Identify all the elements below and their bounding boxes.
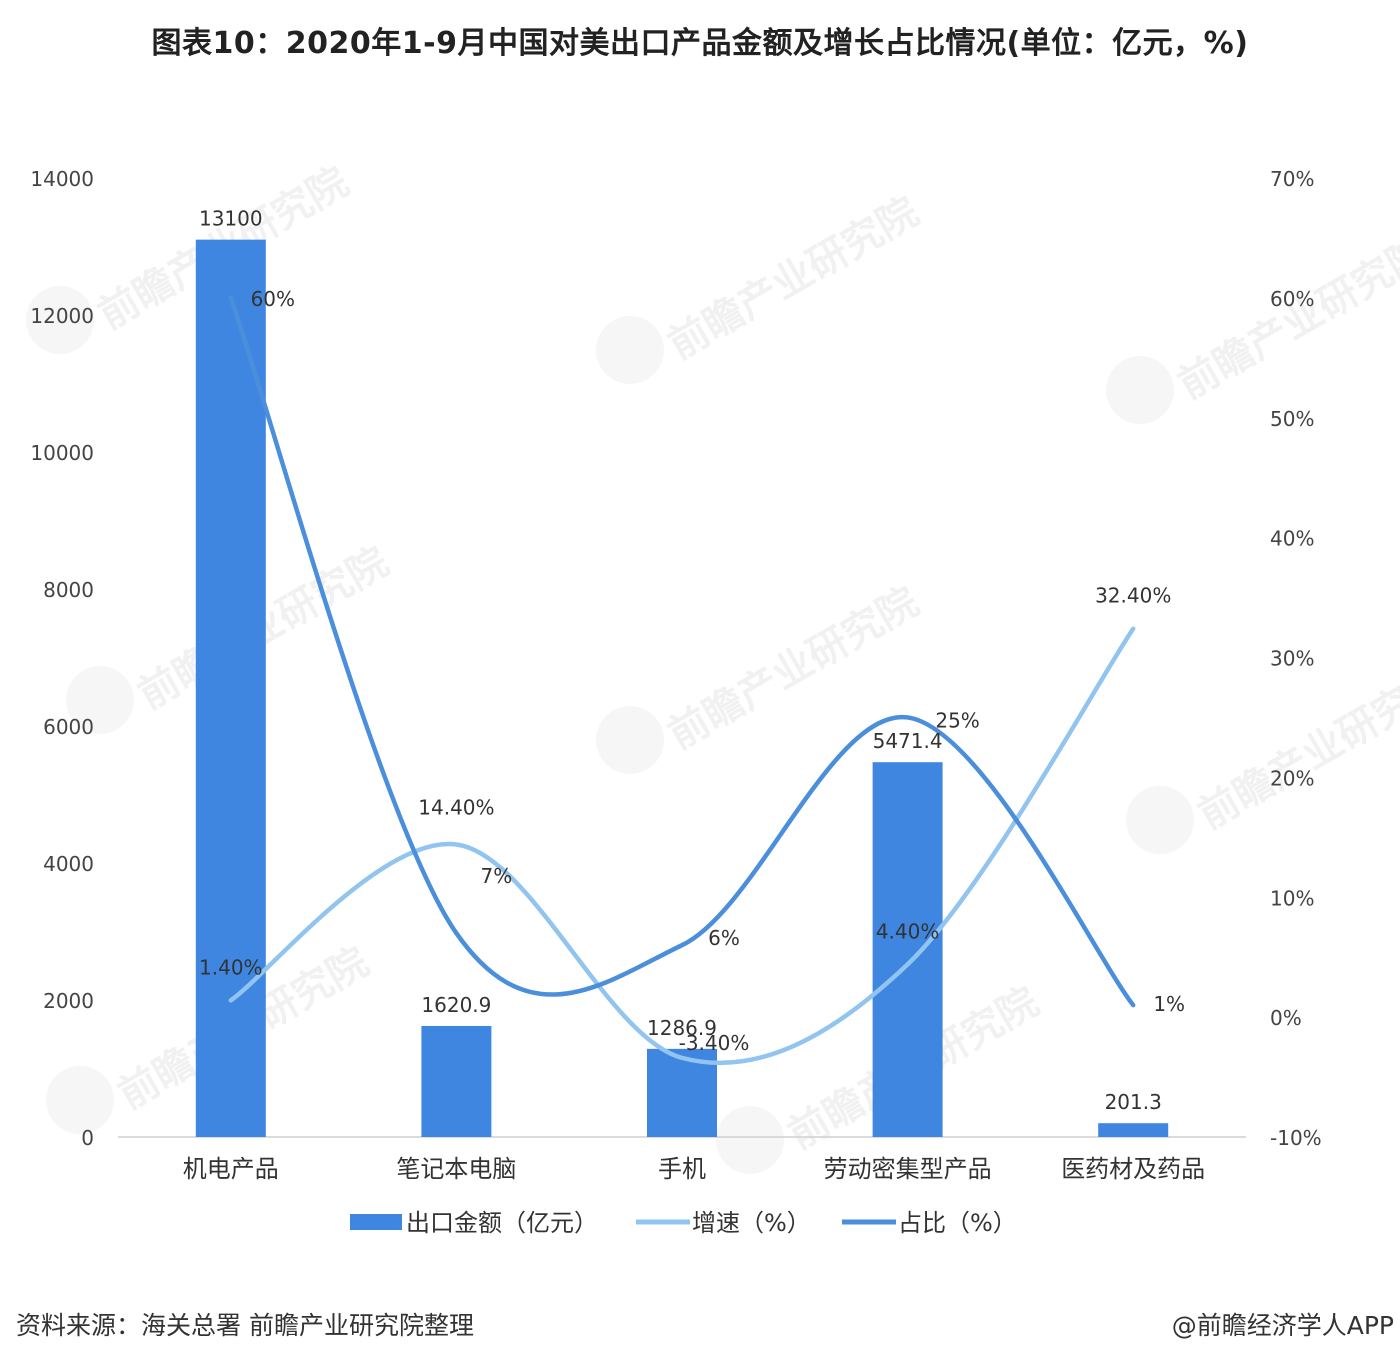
watermark-text: 前瞻产业研究院 bbox=[1191, 659, 1400, 839]
left-axis-tick-label: 12000 bbox=[30, 304, 94, 328]
line-value-label: 1% bbox=[1153, 992, 1185, 1016]
chart-title: 图表10：2020年1-9月中国对美出口产品金额及增长占比情况(单位：亿元，%) bbox=[151, 26, 1249, 61]
watermark-logo-icon bbox=[716, 1106, 784, 1174]
bar-value-label: 1286.9 bbox=[647, 1016, 717, 1040]
legend-label: 增速（%） bbox=[692, 1209, 811, 1237]
line-value-label: 32.40% bbox=[1095, 584, 1171, 608]
right-axis-tick-label: 40% bbox=[1270, 527, 1314, 551]
legend-label: 占比（%） bbox=[898, 1209, 1017, 1237]
x-axis-tick-label: 笔记本电脑 bbox=[396, 1155, 516, 1183]
legend: 出口金额（亿元） 增速（%） 占比（%） bbox=[350, 1209, 1017, 1237]
x-axis-tick-label: 机电产品 bbox=[183, 1155, 279, 1183]
right-axis-tick-label: 10% bbox=[1270, 886, 1314, 910]
line-value-label: 14.40% bbox=[418, 796, 494, 820]
bar-value-label: 5471.4 bbox=[873, 729, 943, 753]
right-axis-tick-label: 20% bbox=[1270, 766, 1314, 790]
combo-chart: 前瞻产业研究院前瞻产业研究院前瞻产业研究院前瞻产业研究院前瞻产业研究院前瞻产业研… bbox=[30, 159, 1400, 1237]
x-axis-tick-labels: 机电产品 笔记本电脑 手机 劳动密集型产品 医药材及药品 bbox=[183, 1155, 1205, 1183]
line-value-labels: 1.40% 14.40% -3.40% 4.40% 32.40% 60% 7% 6% 25% 1% bbox=[199, 287, 1185, 1055]
bar-series bbox=[195, 239, 1169, 1137]
left-axis-tick-label: 14000 bbox=[30, 167, 94, 191]
x-axis-tick-label: 劳动密集型产品 bbox=[824, 1155, 992, 1183]
left-axis-tick-label: 4000 bbox=[43, 852, 94, 876]
bar-value-label: 1620.9 bbox=[421, 993, 491, 1017]
left-axis-tick-label: 0 bbox=[81, 1126, 94, 1150]
bar bbox=[872, 762, 943, 1137]
left-axis-tick-label: 8000 bbox=[43, 578, 94, 602]
bar-value-label: 13100 bbox=[199, 207, 263, 231]
line-value-label: 4.40% bbox=[876, 919, 940, 943]
bar-value-label: 201.3 bbox=[1105, 1090, 1162, 1114]
source-note: 资料来源：海关总署 前瞻产业研究院整理 bbox=[16, 1311, 474, 1340]
right-axis-tick-label: 70% bbox=[1270, 167, 1314, 191]
bar-value-labels: 13100 1620.9 1286.9 5471.4 201.3 bbox=[199, 207, 1162, 1115]
line-value-label: 25% bbox=[935, 708, 979, 732]
left-axis-tick-label: 10000 bbox=[30, 441, 94, 465]
legend-label: 出口金额（亿元） bbox=[406, 1209, 598, 1237]
growth-rate-line bbox=[228, 626, 1136, 1066]
line-value-label: 60% bbox=[251, 287, 295, 311]
x-axis-tick-label: 医药材及药品 bbox=[1061, 1155, 1205, 1183]
line-value-label: 7% bbox=[481, 864, 513, 888]
right-axis-tick-label: 50% bbox=[1270, 407, 1314, 431]
right-axis-tick-label: 0% bbox=[1270, 1006, 1302, 1030]
bar bbox=[195, 239, 266, 1137]
share-line bbox=[228, 295, 1136, 1008]
right-axis-tick-label: -10% bbox=[1270, 1126, 1322, 1150]
watermark-logo-icon bbox=[596, 706, 664, 774]
left-y-axis: 0 2000 4000 6000 8000 10000 12000 14000 bbox=[30, 167, 94, 1150]
line-value-label: 6% bbox=[708, 926, 740, 950]
watermark-text: 前瞻产业研究院 bbox=[1171, 229, 1400, 409]
watermark-logo-icon bbox=[1126, 786, 1194, 854]
line-value-label: 1.40% bbox=[199, 955, 263, 979]
watermark-logo-icon bbox=[596, 316, 664, 384]
right-y-axis: -10% 0% 10% 20% 30% 40% 50% 60% 70% bbox=[1270, 167, 1322, 1150]
bar bbox=[1098, 1123, 1169, 1137]
legend-bar-swatch bbox=[350, 1214, 402, 1230]
left-axis-tick-label: 6000 bbox=[43, 715, 94, 739]
left-axis-tick-label: 2000 bbox=[43, 989, 94, 1013]
watermark-text: 前瞻产业研究院 bbox=[661, 189, 926, 369]
watermark-logo-icon bbox=[1106, 356, 1174, 424]
bar bbox=[421, 1025, 492, 1137]
line-value-label: -3.40% bbox=[679, 1031, 750, 1055]
watermark-logo-icon bbox=[46, 1066, 114, 1134]
right-axis-tick-label: 30% bbox=[1270, 647, 1314, 671]
credit-text: @前瞻经济学人APP bbox=[1171, 1311, 1394, 1340]
line-series bbox=[228, 295, 1136, 1066]
right-axis-tick-label: 60% bbox=[1270, 287, 1314, 311]
x-axis-tick-label: 手机 bbox=[658, 1155, 706, 1183]
